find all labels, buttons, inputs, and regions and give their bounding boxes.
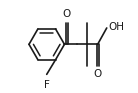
Text: O: O: [63, 9, 71, 19]
Text: F: F: [44, 80, 50, 90]
Text: O: O: [94, 69, 102, 79]
Text: OH: OH: [108, 22, 124, 32]
